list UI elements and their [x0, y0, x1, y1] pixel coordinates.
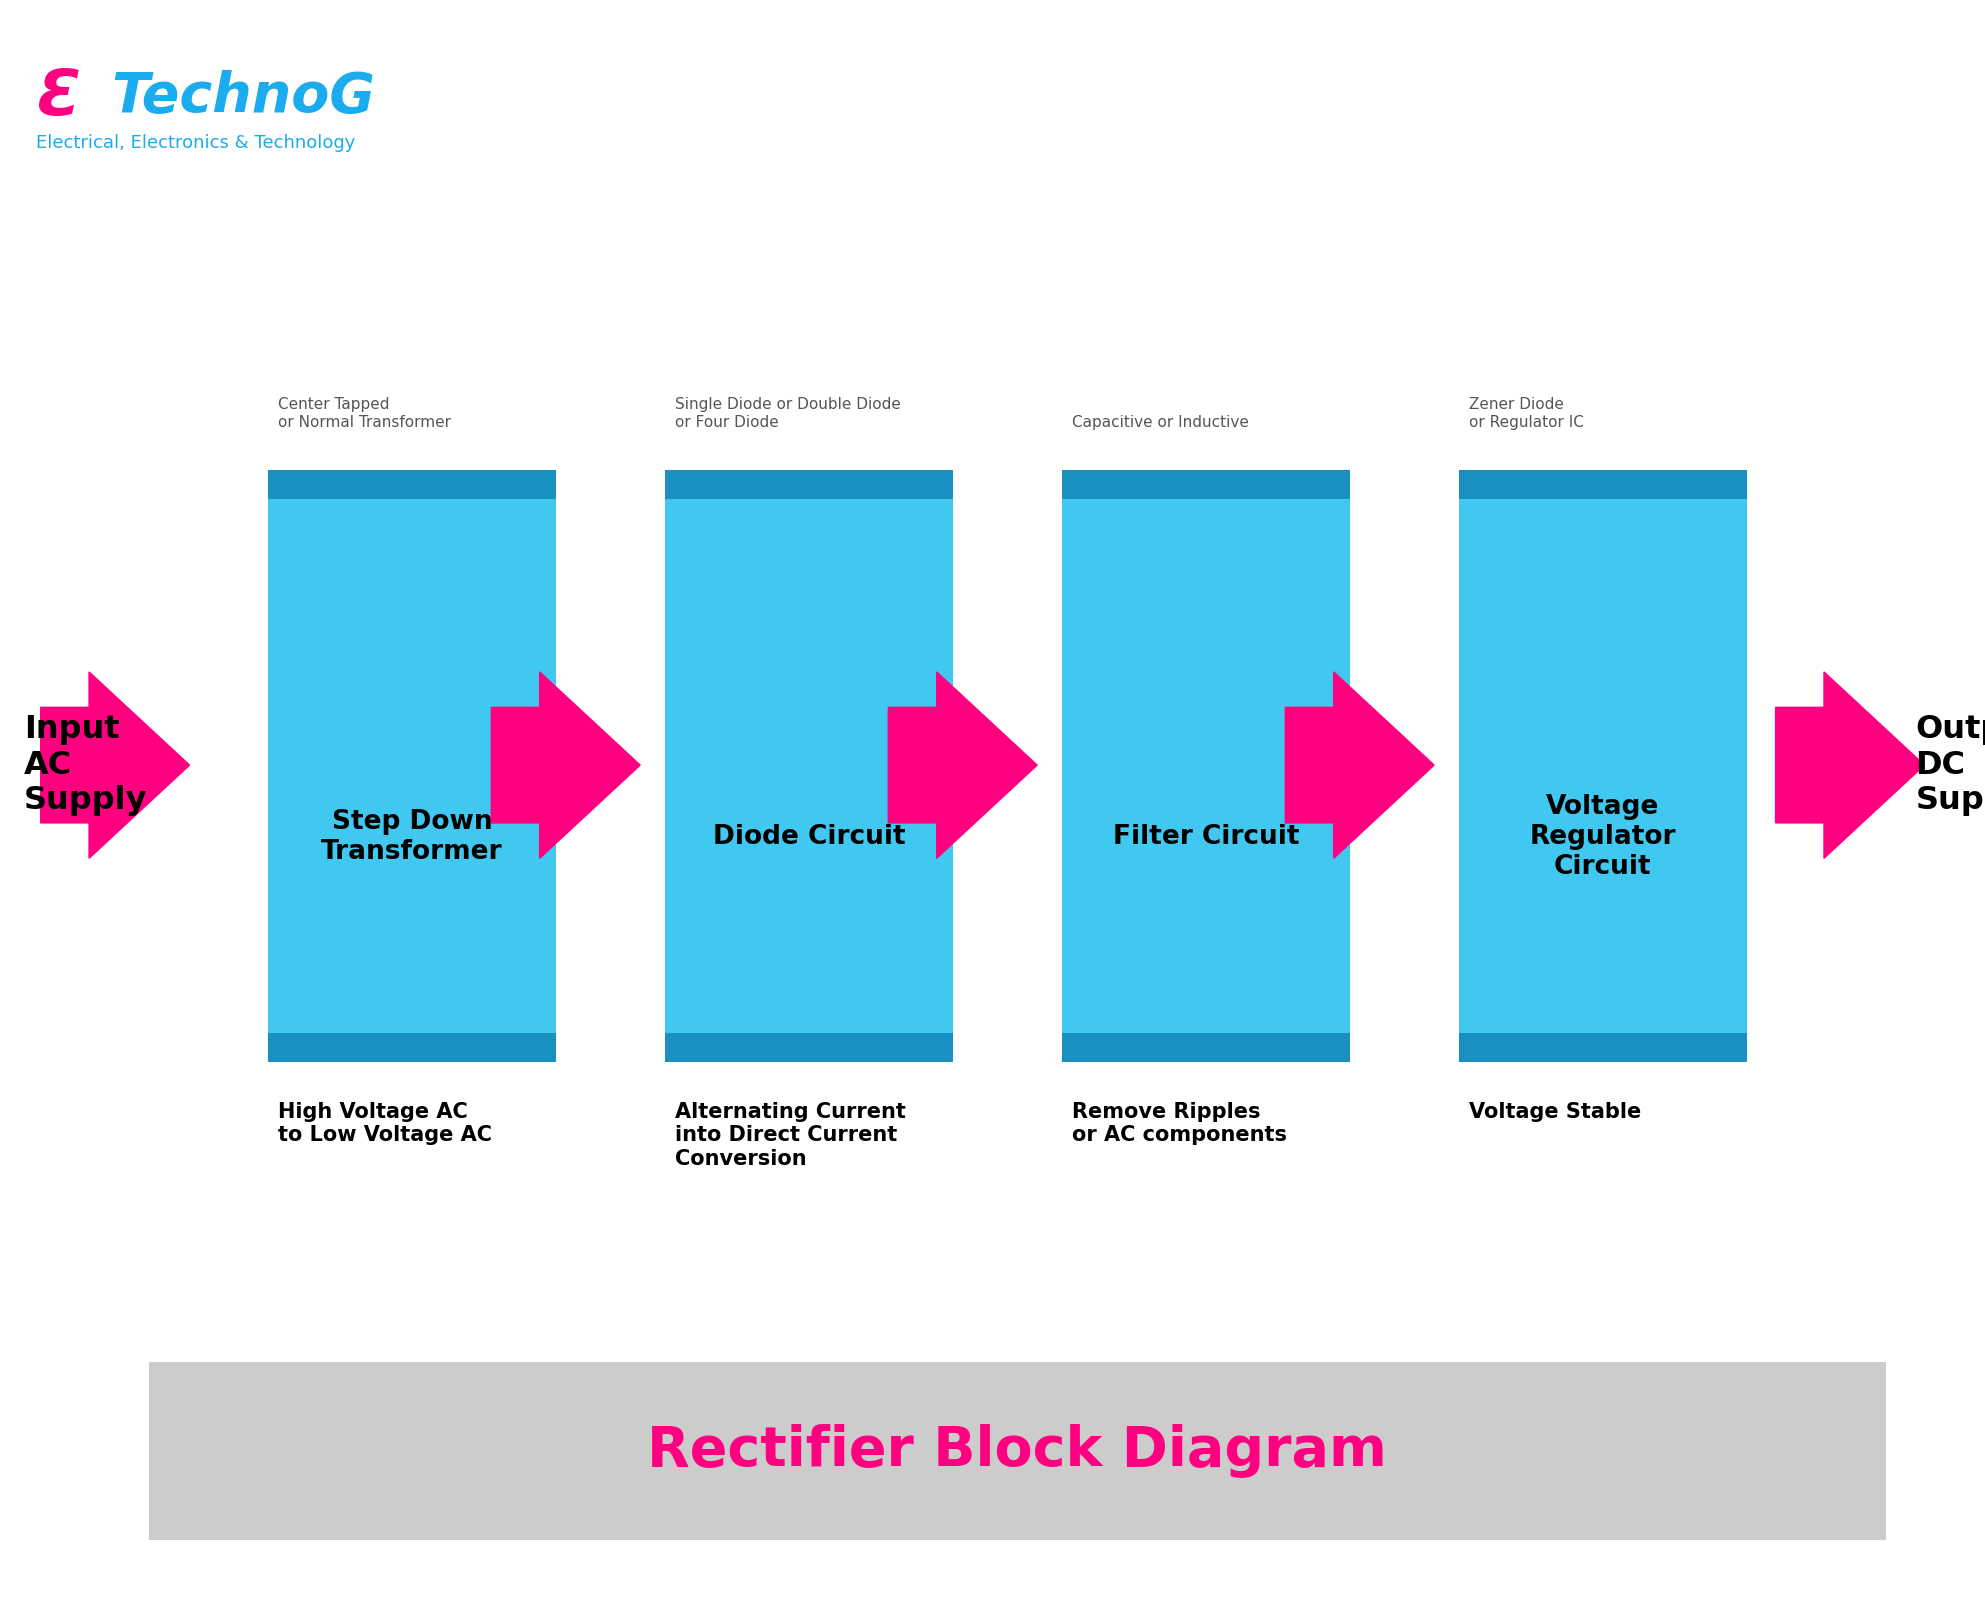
FancyBboxPatch shape	[1459, 470, 1747, 499]
FancyBboxPatch shape	[1062, 470, 1350, 499]
Text: Zener Diode
or Regulator IC: Zener Diode or Regulator IC	[1469, 397, 1584, 430]
FancyBboxPatch shape	[149, 1362, 1886, 1540]
FancyBboxPatch shape	[268, 470, 556, 1062]
Text: Diode Circuit: Diode Circuit	[713, 823, 905, 849]
Text: Ɛ: Ɛ	[36, 66, 79, 128]
Text: Electrical, Electronics & Technology: Electrical, Electronics & Technology	[36, 133, 355, 152]
FancyBboxPatch shape	[268, 470, 556, 499]
Polygon shape	[889, 671, 1038, 859]
Polygon shape	[42, 671, 191, 859]
Text: Voltage
Regulator
Circuit: Voltage Regulator Circuit	[1530, 794, 1675, 880]
Text: Center Tapped
or Normal Transformer: Center Tapped or Normal Transformer	[278, 397, 451, 430]
FancyBboxPatch shape	[1062, 470, 1350, 1062]
Polygon shape	[492, 671, 639, 859]
Text: Voltage Stable: Voltage Stable	[1469, 1102, 1642, 1122]
FancyBboxPatch shape	[268, 1033, 556, 1062]
FancyBboxPatch shape	[1062, 1033, 1350, 1062]
FancyBboxPatch shape	[665, 470, 953, 499]
Text: Input
AC
Supply: Input AC Supply	[24, 713, 147, 817]
Text: Rectifier Block Diagram: Rectifier Block Diagram	[647, 1423, 1388, 1478]
Text: Single Diode or Double Diode
or Four Diode: Single Diode or Double Diode or Four Dio…	[675, 397, 901, 430]
FancyBboxPatch shape	[665, 470, 953, 1062]
Text: Alternating Current
into Direct Current
Conversion: Alternating Current into Direct Current …	[675, 1102, 905, 1169]
Polygon shape	[1777, 671, 1925, 859]
FancyBboxPatch shape	[665, 1033, 953, 1062]
Text: Filter Circuit: Filter Circuit	[1114, 823, 1298, 849]
Text: Remove Ripples
or AC components: Remove Ripples or AC components	[1072, 1102, 1286, 1146]
Text: TechnoG: TechnoG	[111, 70, 375, 125]
Text: Capacitive or Inductive: Capacitive or Inductive	[1072, 415, 1249, 430]
Text: Output
DC
Supply: Output DC Supply	[1916, 713, 1985, 817]
FancyBboxPatch shape	[1459, 1033, 1747, 1062]
Text: Step Down
Transformer: Step Down Transformer	[322, 809, 502, 866]
Text: High Voltage AC
to Low Voltage AC: High Voltage AC to Low Voltage AC	[278, 1102, 492, 1146]
Polygon shape	[1286, 671, 1433, 859]
FancyBboxPatch shape	[1459, 470, 1747, 1062]
